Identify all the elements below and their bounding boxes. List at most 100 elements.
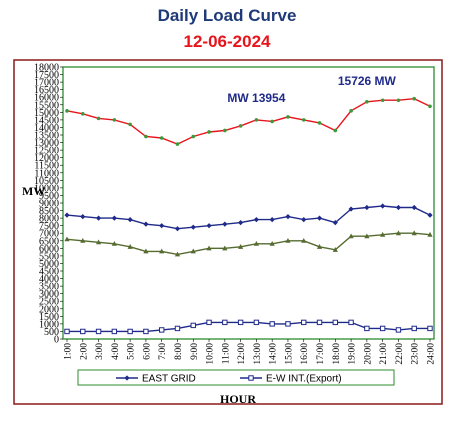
series-0-point: [380, 98, 385, 103]
series-2-point: [127, 244, 133, 249]
series-3-point: [80, 328, 86, 335]
series-1-point: [411, 204, 417, 211]
series-3-point: [301, 319, 307, 326]
series-1-point: [269, 217, 275, 223]
series-3-point: [269, 321, 275, 327]
y-tick-label: 7500: [39, 221, 59, 232]
series-0-point: [412, 96, 417, 101]
series-1-point: [159, 223, 165, 229]
series-1-point: [380, 203, 386, 209]
y-tick-label: 7000: [39, 229, 59, 240]
series-3-point: [348, 319, 354, 326]
x-tick-label: 16:00: [300, 343, 310, 365]
series-2-point: [190, 248, 196, 254]
series-1-point: [253, 217, 259, 223]
series-2-point: [411, 230, 417, 236]
series-0-point: [175, 142, 180, 146]
x-tick-label: 7:00: [158, 343, 168, 360]
series-0-line: [66, 97, 431, 145]
outer-frame: [13, 59, 443, 405]
series-2: [64, 230, 433, 257]
x-tick-label: 23:00: [411, 343, 421, 365]
series-1-point: [64, 212, 70, 218]
series-1-point: [174, 226, 181, 232]
y-tick-label: 17500: [34, 70, 59, 81]
series-0-point: [191, 134, 196, 139]
plot-area: [62, 66, 435, 340]
series-3-point: [111, 328, 118, 335]
x-tick-label: 6:00: [142, 343, 152, 360]
series-0-point: [333, 128, 338, 133]
x-axis-ticks: 1:00 2:00 3:00 4:00 5:00 6:00 7:00 8:00 9:00 10:0…: [64, 339, 437, 365]
series-3-point: [222, 319, 228, 326]
series-2-line: [66, 232, 431, 256]
series-3-point: [95, 328, 102, 335]
series-3-point: [174, 325, 181, 332]
series-2-point: [364, 233, 370, 239]
series-3-point: [248, 375, 254, 381]
y-tick-label: 13500: [34, 131, 59, 142]
series-3-point: [364, 325, 370, 332]
series-3-point: [158, 327, 165, 333]
series-2-point: [111, 241, 117, 246]
series-2-point: [206, 245, 212, 251]
series-1-point: [238, 220, 244, 226]
series-1-point: [124, 375, 130, 381]
series-3-point: [411, 325, 417, 332]
series-0-point: [96, 116, 101, 121]
y-tick-label: 11000: [34, 168, 59, 179]
x-tick-label: 2:00: [79, 343, 89, 360]
series-1-point: [285, 214, 291, 220]
series-3-line: [67, 321, 430, 333]
x-tick-label: 19:00: [348, 343, 358, 365]
series-3-point: [285, 321, 291, 327]
annotation-label: MW 13954: [227, 91, 285, 105]
series-2-point: [143, 248, 149, 254]
y-tick-label: 14500: [34, 115, 59, 126]
x-tick-label: 8:00: [174, 343, 184, 360]
series-3-point: [316, 319, 323, 326]
annotations: MW 13954 15726 MW: [227, 74, 396, 105]
y-tick-label: 5000: [39, 259, 59, 270]
y-tick-label: 15000: [34, 108, 59, 119]
x-tick-label: 10:00: [206, 343, 216, 365]
series-2-point: [395, 230, 402, 236]
series-0-point: [112, 118, 117, 122]
series-0: [65, 96, 432, 146]
series-0-point: [428, 104, 432, 109]
x-tick-label: 11:00: [221, 343, 231, 365]
series-1-point: [143, 221, 149, 227]
y-tick-label: 10500: [34, 176, 59, 187]
series-0-point: [301, 118, 306, 122]
series-1: [64, 203, 433, 232]
series-2-point: [95, 239, 102, 245]
x-tick-label: 5:00: [127, 343, 137, 360]
y-tick-label: 3500: [39, 282, 59, 293]
series-0-point: [349, 109, 353, 113]
series-3-point: [332, 319, 339, 326]
series-3-point: [253, 319, 260, 326]
series-2-point: [427, 231, 433, 237]
y-tick-label: 8500: [39, 206, 59, 217]
series-2-point: [64, 236, 70, 242]
series-0-point: [65, 109, 69, 113]
series-3-point: [190, 322, 196, 329]
y-tick-label: 2000: [39, 304, 59, 315]
x-tick-label: 12:00: [237, 343, 247, 365]
series-0-point: [317, 121, 322, 125]
series-1-point: [316, 215, 323, 221]
series-3-point: [237, 319, 244, 326]
y-tick-label: 11500: [34, 161, 59, 172]
series-2-point: [159, 248, 165, 254]
y-tick-label: 13000: [34, 138, 59, 149]
series-3-point: [127, 328, 133, 335]
series-2-point: [238, 244, 244, 249]
series-2-point: [316, 244, 323, 249]
series-3-point: [379, 325, 386, 332]
series-0-point: [396, 98, 401, 103]
series-0-point: [128, 122, 132, 127]
series-1-line: [66, 205, 431, 230]
x-tick-label: 4:00: [111, 343, 121, 360]
series-0-point: [159, 136, 164, 140]
